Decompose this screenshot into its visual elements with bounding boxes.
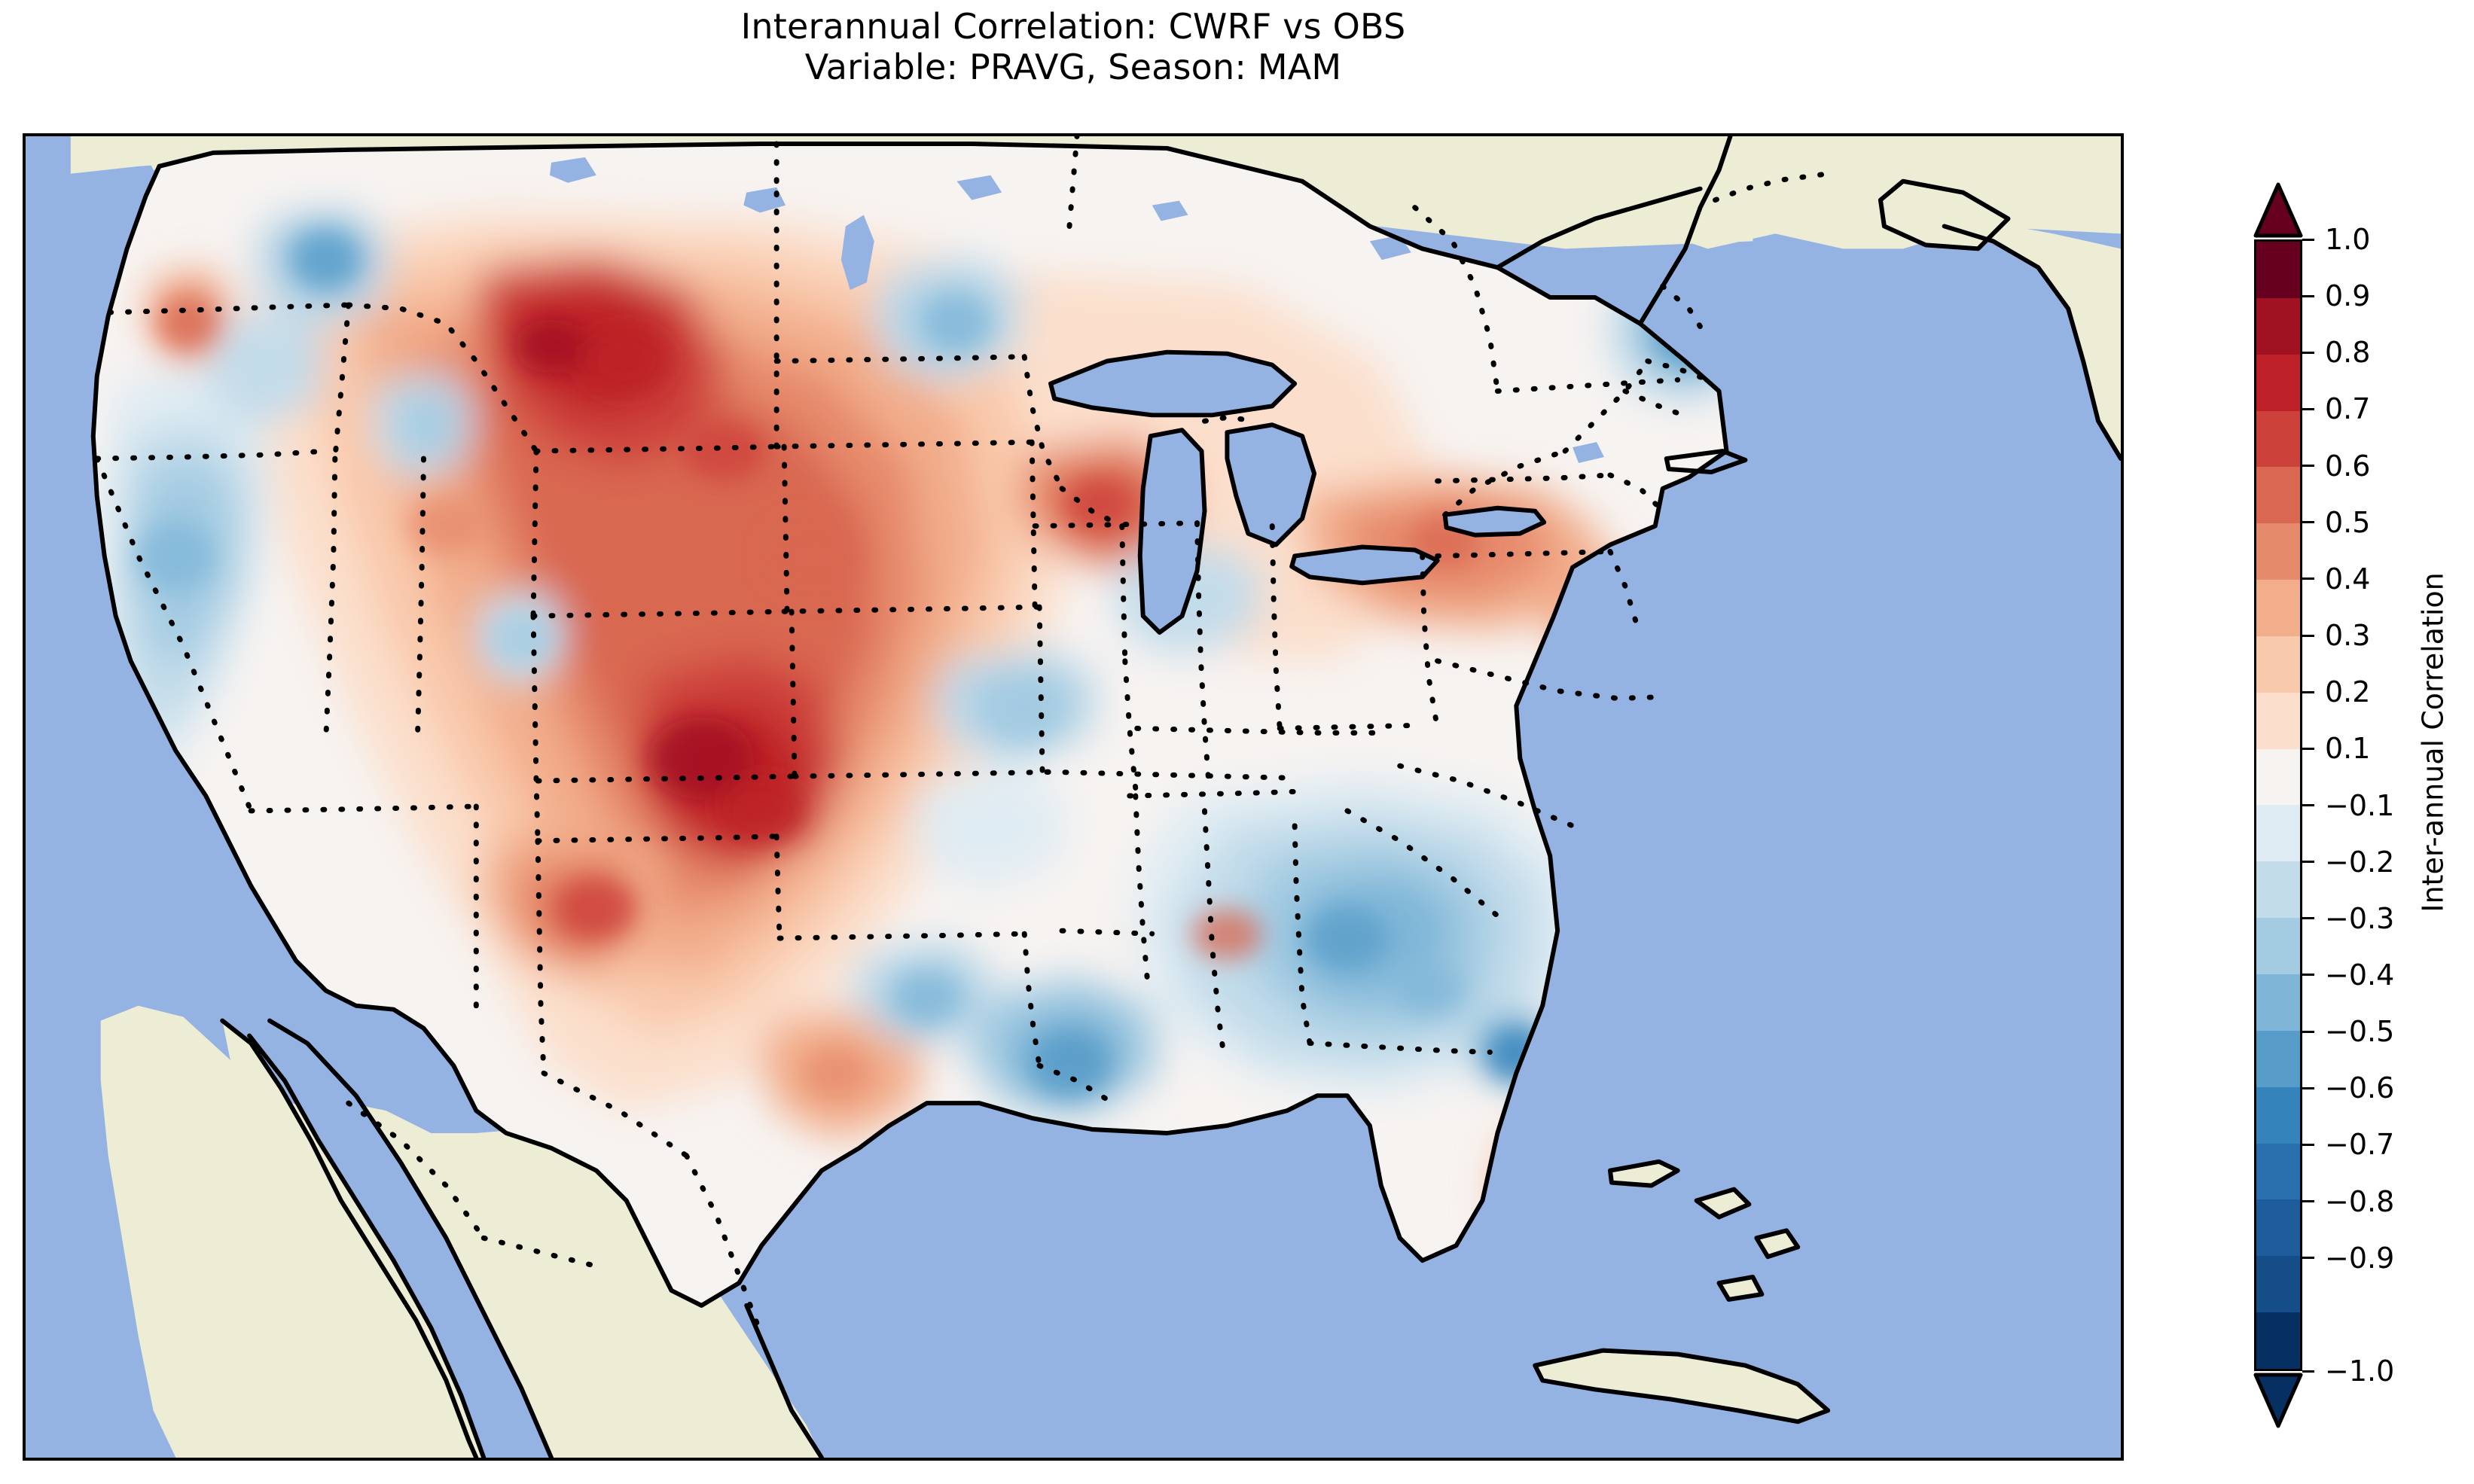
colorbar-band-15 — [2256, 1086, 2300, 1144]
title-line-2: Variable: PRAVG, Season: MAM — [804, 47, 1342, 88]
colorbar-tick-mark — [2302, 804, 2314, 806]
title-line-1: Interannual Correlation: CWRF vs OBS — [740, 6, 1406, 47]
colorbar-tick-6: 0.4 — [2302, 565, 2370, 593]
colorbar-band-12 — [2256, 918, 2300, 974]
colorbar-band-4 — [2256, 467, 2300, 524]
colorbar-axis-label-text: Inter-annual Correlation — [2417, 571, 2451, 913]
map-axes[interactable] — [23, 133, 2124, 1461]
colorbar-tick-8: 0.2 — [2302, 678, 2370, 706]
colorbar-tick-14: −0.5 — [2302, 1017, 2394, 1046]
colorbar-tick-mark — [2302, 577, 2314, 580]
colorbar-tick-label: 0.6 — [2325, 449, 2371, 483]
colorbar-tick-18: −0.9 — [2302, 1244, 2394, 1272]
colorbar-tick-15: −0.6 — [2302, 1074, 2394, 1102]
colorbar-tick-mark — [2302, 238, 2314, 241]
colorbar-band-7 — [2256, 635, 2300, 693]
colorbar-tick-mark — [2302, 465, 2314, 468]
colorbar-tick-label: 0.5 — [2325, 505, 2371, 539]
colorbar-tick-label: 0.9 — [2325, 279, 2371, 313]
colorbar-tick-mark — [2302, 1143, 2314, 1146]
colorbar-ticks: 1.0 0.9 0.8 0.7 0.6 0.5 0.4 0.3 0.2 0.1 −0.1 −0.2 −0… — [2302, 225, 2474, 1385]
colorbar-band-11 — [2256, 861, 2300, 919]
colorbar-tick-mark — [2302, 1086, 2314, 1089]
colorbar-band-8 — [2256, 692, 2300, 749]
colorbar-tick-mark — [2302, 917, 2314, 920]
colorbar-tick-mark — [2302, 1200, 2314, 1203]
colorbar-tick-3: 0.7 — [2302, 395, 2370, 423]
colorbar-tick-label: −0.8 — [2325, 1184, 2395, 1218]
colorbar-tick-label: −0.3 — [2325, 901, 2395, 935]
colorbar-tick-0: 1.0 — [2302, 225, 2370, 254]
colorbar-tick-mark — [2302, 407, 2314, 410]
colorbar-tick-2: 0.8 — [2302, 338, 2370, 367]
colorbar-tick-label: 1.0 — [2325, 223, 2371, 256]
colorbar-tick-16: −0.7 — [2302, 1130, 2394, 1159]
colorbar-band-6 — [2256, 580, 2300, 636]
colorbar-band-3 — [2256, 410, 2300, 468]
colorbar-tick-label: 0.2 — [2325, 675, 2371, 709]
colorbar-tick-mark — [2302, 521, 2314, 524]
colorbar-tick-4: 0.6 — [2302, 452, 2370, 480]
figure-title: Interannual Correlation: CWRF vs OBS Var… — [0, 6, 2146, 88]
colorbar-tick-label: −0.7 — [2325, 1128, 2395, 1162]
colorbar-tick-label: −0.5 — [2325, 1015, 2395, 1049]
colorbar-tick-label: −0.6 — [2325, 1071, 2395, 1105]
colorbar-band-5 — [2256, 523, 2300, 580]
colorbar-tick-label: −0.9 — [2325, 1241, 2395, 1275]
colorbar-band-17 — [2256, 1199, 2300, 1257]
colorbar-band-0 — [2256, 242, 2300, 298]
colorbar-tick-label: −1.0 — [2325, 1354, 2395, 1388]
colorbar-bands[interactable] — [2254, 239, 2302, 1371]
colorbar-tick-mark — [2302, 747, 2314, 750]
colorbar-tick-13: −0.4 — [2302, 961, 2394, 989]
colorbar-tick-label: −0.4 — [2325, 958, 2395, 992]
colorbar-band-16 — [2256, 1143, 2300, 1200]
colorbar-band-2 — [2256, 354, 2300, 411]
colorbar-tick-12: −0.3 — [2302, 904, 2394, 933]
colorbar-tick-7: 0.3 — [2302, 621, 2370, 650]
colorbar-tick-mark — [2302, 351, 2314, 354]
colorbar-tick-mark — [2302, 1370, 2314, 1373]
colorbar[interactable]: 1.0 0.9 0.8 0.7 0.6 0.5 0.4 0.3 0.2 0.1 −0.1 −0.2 −0… — [2253, 182, 2394, 1428]
colorbar-tick-mark — [2302, 1257, 2314, 1260]
colorbar-tick-11: −0.2 — [2302, 848, 2394, 876]
colorbar-tick-label: −0.1 — [2325, 788, 2395, 822]
colorbar-extend-bottom-arrow — [2253, 1373, 2303, 1428]
colorbar-axis-label: Inter-annual Correlation — [2407, 0, 2460, 1484]
map-contour-canvas — [26, 136, 2121, 1458]
colorbar-tick-mark — [2302, 974, 2314, 977]
colorbar-tick-19: −1.0 — [2302, 1357, 2394, 1385]
colorbar-band-18 — [2256, 1256, 2300, 1313]
colorbar-tick-17: −0.8 — [2302, 1187, 2394, 1216]
colorbar-band-14 — [2256, 1030, 2300, 1087]
colorbar-tick-mark — [2302, 294, 2314, 297]
colorbar-tick-label: 0.3 — [2325, 619, 2371, 653]
colorbar-tick-mark — [2302, 861, 2314, 864]
colorbar-band-10 — [2256, 805, 2300, 862]
colorbar-tick-5: 0.5 — [2302, 508, 2370, 537]
colorbar-tick-label: 0.4 — [2325, 562, 2371, 596]
colorbar-tick-10: −0.1 — [2302, 791, 2394, 820]
colorbar-tick-label: 0.7 — [2325, 392, 2371, 426]
colorbar-band-19 — [2256, 1312, 2300, 1369]
state-borders — [94, 136, 1831, 1339]
colorbar-band-9 — [2256, 748, 2300, 806]
colorbar-tick-label: 0.8 — [2325, 336, 2371, 370]
colorbar-tick-mark — [2302, 634, 2314, 637]
great-lakes — [549, 157, 1604, 632]
colorbar-tick-label: −0.2 — [2325, 845, 2395, 879]
colorbar-extend-top-arrow — [2253, 182, 2303, 238]
colorbar-tick-mark — [2302, 690, 2314, 693]
colorbar-tick-9: 0.1 — [2302, 734, 2370, 763]
colorbar-tick-label: 0.1 — [2325, 732, 2371, 766]
colorbar-tick-mark — [2302, 1030, 2314, 1033]
colorbar-band-1 — [2256, 297, 2300, 355]
colorbar-band-13 — [2256, 974, 2300, 1031]
colorbar-tick-1: 0.9 — [2302, 282, 2370, 310]
coastlines — [90, 136, 2121, 1458]
